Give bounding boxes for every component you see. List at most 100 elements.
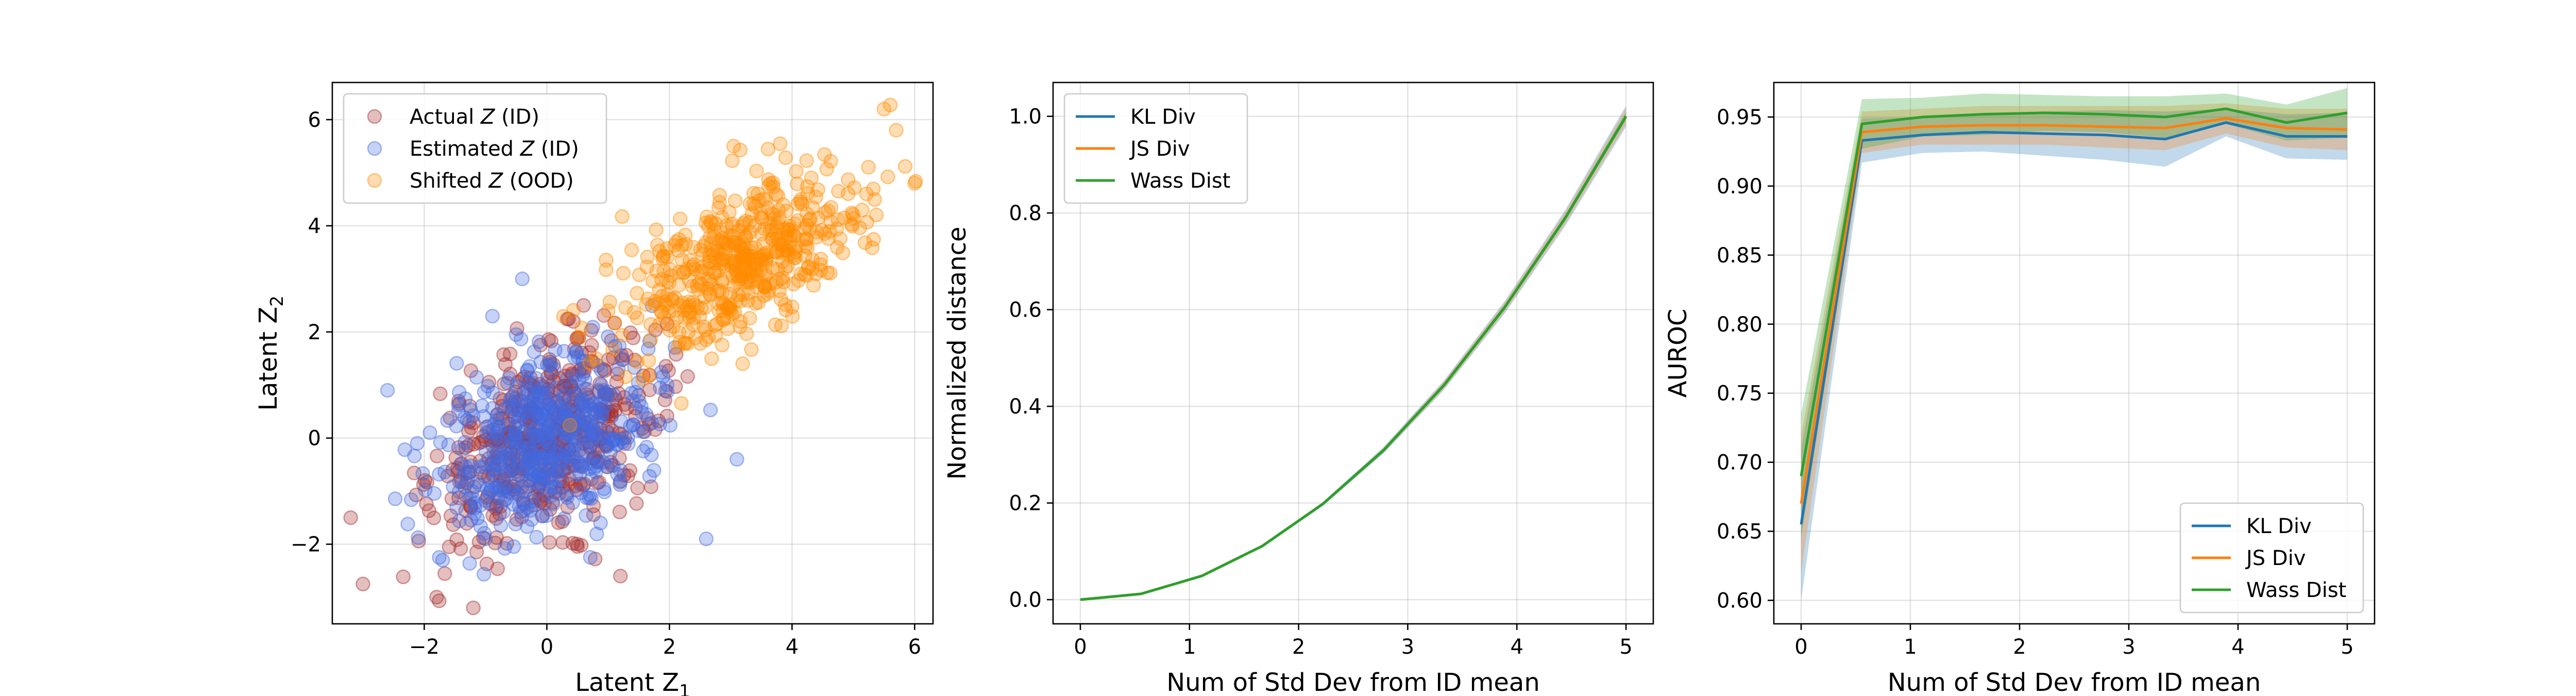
data-point (568, 386, 583, 402)
data-point (446, 517, 461, 533)
data-point (531, 479, 547, 494)
data-point (592, 396, 607, 411)
data-point (592, 455, 607, 470)
data-point (601, 409, 616, 424)
data-point (653, 303, 668, 319)
data-point (545, 401, 560, 416)
data-point (547, 374, 562, 389)
data-point (628, 409, 643, 424)
data-point (457, 410, 472, 425)
data-point (564, 378, 579, 393)
data-point (522, 472, 537, 488)
data-point (490, 457, 506, 472)
data-point (727, 236, 742, 251)
data-point (743, 273, 758, 288)
data-point (516, 435, 532, 450)
data-point (693, 242, 708, 257)
data-point (555, 514, 570, 529)
data-point (453, 541, 468, 556)
data-point (798, 239, 813, 254)
data-point (449, 532, 464, 548)
data-point (479, 556, 495, 571)
data-point (749, 262, 764, 277)
data-point (535, 470, 550, 486)
data-point (606, 433, 621, 449)
data-point (498, 357, 513, 372)
data-point (604, 333, 619, 348)
data-point (799, 153, 814, 168)
data-point (677, 227, 693, 242)
data-point (551, 486, 567, 501)
data-point (564, 458, 579, 473)
data-point (592, 409, 608, 424)
data-point (615, 352, 631, 367)
data-point (526, 396, 541, 411)
data-point (545, 452, 560, 467)
data-point (477, 459, 492, 474)
data-point (487, 456, 502, 471)
data-point (444, 491, 460, 506)
data-point (744, 240, 759, 255)
y-axis-label: AUROC (1664, 309, 1692, 398)
data-point (786, 227, 801, 242)
data-point (614, 426, 629, 442)
data-point (692, 309, 707, 324)
data-point (738, 230, 753, 245)
data-point (569, 536, 585, 552)
data-point (490, 490, 505, 506)
data-point (574, 458, 589, 474)
data-point (778, 150, 793, 165)
data-point (715, 272, 730, 287)
data-point (615, 352, 630, 368)
data-point (564, 419, 579, 434)
data-point (567, 342, 582, 357)
data-point (478, 444, 494, 459)
data-point (612, 338, 627, 353)
data-point (748, 240, 763, 255)
data-point (568, 430, 583, 446)
data-point (504, 433, 519, 448)
data-point (578, 372, 592, 388)
data-point (501, 427, 516, 442)
data-point (681, 325, 696, 340)
data-point (770, 216, 785, 230)
data-point (433, 386, 448, 402)
data-point (451, 397, 466, 412)
data-point (653, 380, 668, 395)
data-point (552, 464, 567, 479)
data-point (677, 264, 692, 280)
data-point (527, 388, 543, 403)
data-point (654, 364, 669, 380)
data-point (776, 274, 791, 290)
legend-label-var: Z (520, 137, 535, 161)
data-point (642, 383, 657, 397)
legend-label-prefix: Shifted (410, 169, 489, 193)
data-point (556, 436, 571, 451)
data-point (601, 329, 616, 344)
data-point (615, 434, 630, 450)
data-point (524, 430, 539, 446)
data-point (576, 418, 591, 433)
data-point (805, 252, 820, 268)
data-point (670, 340, 686, 355)
data-point (614, 414, 629, 429)
data-point (411, 534, 426, 549)
data-point (479, 420, 494, 435)
data-point (544, 356, 558, 372)
legend-marker (367, 173, 382, 188)
data-point (485, 468, 501, 483)
legend-label: Actual Z (ID) (410, 105, 539, 129)
data-point (541, 461, 556, 477)
data-point (526, 417, 541, 432)
data-point (547, 442, 562, 458)
data-point (514, 431, 530, 446)
data-point (597, 481, 612, 496)
data-point (704, 276, 719, 292)
data-point (674, 253, 690, 268)
data-point (769, 219, 784, 235)
data-point (462, 399, 478, 413)
data-point (521, 455, 536, 470)
data-point (682, 273, 697, 288)
data-point (515, 371, 530, 387)
